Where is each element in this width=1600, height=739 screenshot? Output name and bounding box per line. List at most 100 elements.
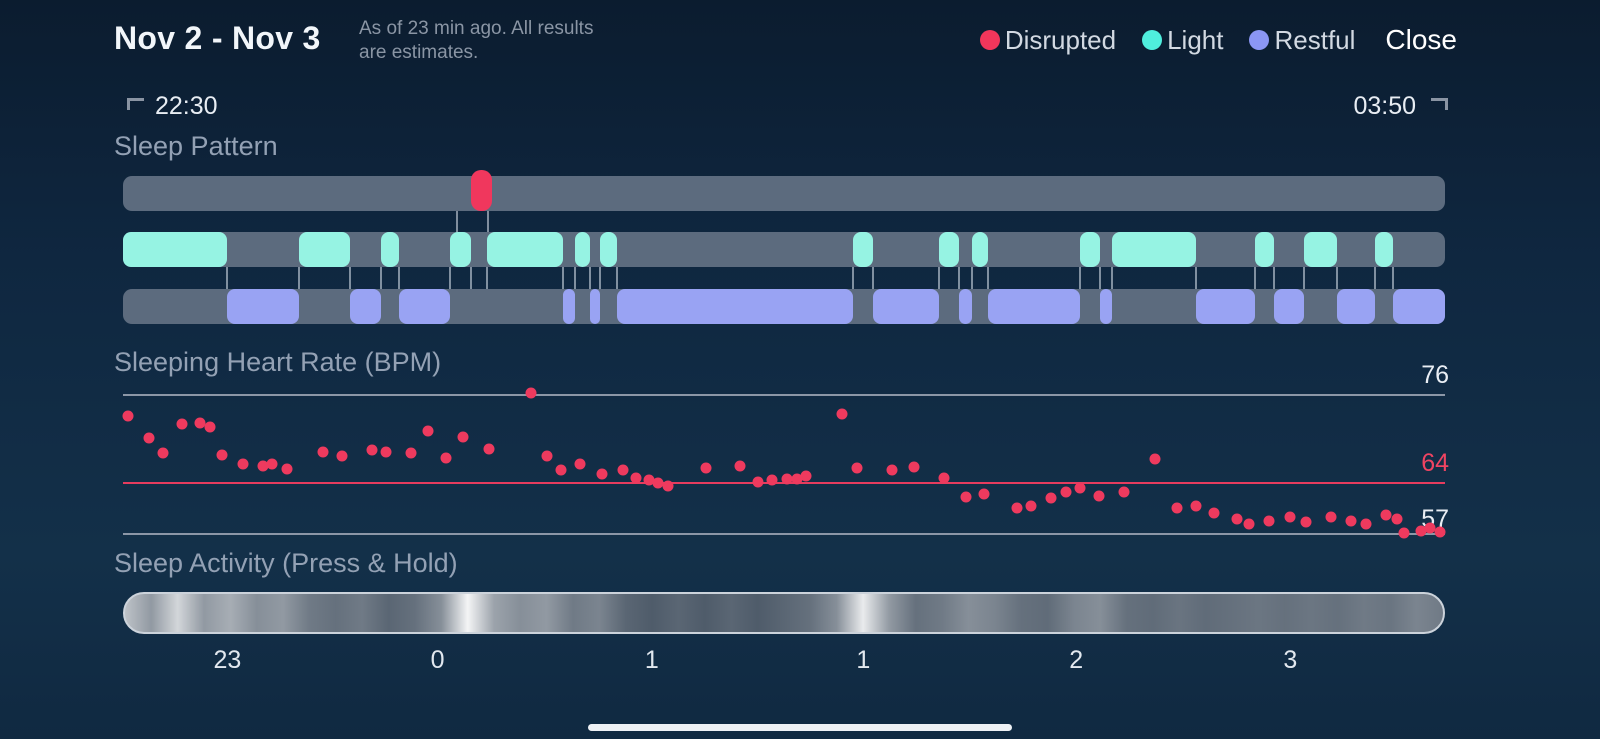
hour-label: 0 [430, 646, 445, 674]
heart-rate-point [596, 468, 608, 480]
light-segment [971, 232, 988, 267]
subtitle-line-2: are estimates. [359, 42, 479, 63]
light-dot-icon [1142, 30, 1163, 50]
segment-connector [574, 267, 577, 289]
heart-rate-point [281, 463, 293, 475]
header-right: Disrupted Light Restful Close [979, 0, 1457, 80]
heart-rate-point [851, 462, 863, 474]
hr-label-76: 76 [1421, 361, 1449, 389]
heart-rate-point [1074, 482, 1086, 494]
legend-label-restful: Restful [1274, 24, 1356, 55]
home-indicator[interactable] [588, 724, 1012, 731]
light-segment [852, 232, 873, 267]
heart-rate-point [422, 425, 434, 437]
range-start-time: 22:30 [155, 92, 218, 120]
close-button[interactable]: Close [1385, 24, 1457, 55]
heart-rate-point [555, 464, 567, 476]
heart-rate-point [1391, 513, 1403, 525]
light-segment [449, 232, 471, 267]
heart-rate-point [836, 408, 848, 420]
light-segment [123, 232, 228, 267]
heart-rate-point [700, 462, 712, 474]
range-start-bracket-icon [127, 98, 144, 110]
heart-rate-point [440, 452, 452, 464]
gridline-57 [123, 533, 1445, 535]
segment-connector [986, 267, 989, 289]
page-title: Nov 2 - Nov 3 [114, 20, 321, 56]
light-segment [380, 232, 400, 267]
heart-rate-point [541, 450, 553, 462]
heart-rate-point [525, 387, 537, 399]
light-segment [1111, 232, 1197, 267]
heart-rate-point [1208, 507, 1220, 519]
range-end-bracket-icon [1431, 98, 1448, 110]
heart-rate-point [791, 473, 803, 485]
track-restful [123, 289, 1445, 324]
heart-rate-point [483, 443, 495, 455]
segment-connector [1079, 267, 1082, 289]
restful-segment [617, 289, 853, 324]
heart-rate-point [978, 488, 990, 500]
heart-rate-point [122, 410, 134, 422]
gridline-76 [123, 394, 1445, 396]
heart-rate-point [157, 447, 169, 459]
restful-segment [399, 289, 450, 324]
heart-rate-point [366, 444, 378, 456]
restful-segment [1393, 289, 1445, 324]
heart-rate-point [960, 491, 972, 503]
heart-rate-point [662, 480, 674, 492]
restful-segment [227, 289, 299, 324]
segment-connector [616, 267, 619, 289]
track-disrupted [123, 170, 1445, 211]
heart-rate-point [176, 418, 188, 430]
heart-rate-point [237, 458, 249, 470]
segment-connector [562, 267, 565, 289]
segment-connector [1098, 267, 1101, 289]
hour-label: 1 [856, 646, 871, 674]
activity-strip[interactable] [123, 592, 1445, 634]
legend-item-restful: Restful [1249, 25, 1355, 56]
heart-rate-point [1231, 513, 1243, 525]
heart-rate-point [1424, 522, 1436, 534]
segment-connector [871, 267, 874, 289]
heart-rate-point [1045, 492, 1057, 504]
segment-connector [588, 267, 591, 289]
sleep-pattern-title: Sleep Pattern [114, 131, 278, 161]
legend-label-disrupted: Disrupted [1004, 24, 1117, 55]
restful-segment [563, 289, 576, 324]
heart-rate-point [643, 474, 655, 486]
heart-rate-point [336, 450, 348, 462]
segment-connector [1302, 267, 1305, 289]
heart-rate-point [257, 460, 269, 472]
hour-label: 2 [1069, 646, 1084, 674]
segment-connector [970, 267, 973, 289]
heart-rate-point [380, 446, 392, 458]
light-segment [298, 232, 351, 267]
hour-label: 3 [1283, 646, 1298, 674]
heart-rate-point [630, 472, 642, 484]
heart-rate-point [1263, 515, 1275, 527]
light-segment [575, 232, 590, 267]
heart-rate-point [405, 447, 417, 459]
restful-segment [350, 289, 381, 324]
range-end-time: 03:50 [1353, 92, 1416, 120]
heart-rate-point [194, 417, 206, 429]
page-subtitle: As of 23 min ago. All results are estima… [359, 17, 593, 65]
segment-connector [599, 267, 602, 289]
pattern-tracks [123, 170, 1445, 324]
heart-rate-point [266, 458, 278, 470]
light-segment [938, 232, 959, 267]
segment-connector [485, 267, 488, 289]
heart-rate-point [317, 446, 329, 458]
light-segment [486, 232, 564, 267]
hr-label-64: 64 [1421, 448, 1449, 477]
segment-connector [469, 267, 472, 289]
restful-segment [1196, 289, 1255, 324]
segment-connector [486, 211, 489, 232]
light-segment [1303, 232, 1337, 267]
segment-connector [1335, 267, 1338, 289]
hour-label: 23 [213, 646, 242, 674]
segment-connector [851, 267, 854, 289]
segment-connector [349, 267, 352, 289]
